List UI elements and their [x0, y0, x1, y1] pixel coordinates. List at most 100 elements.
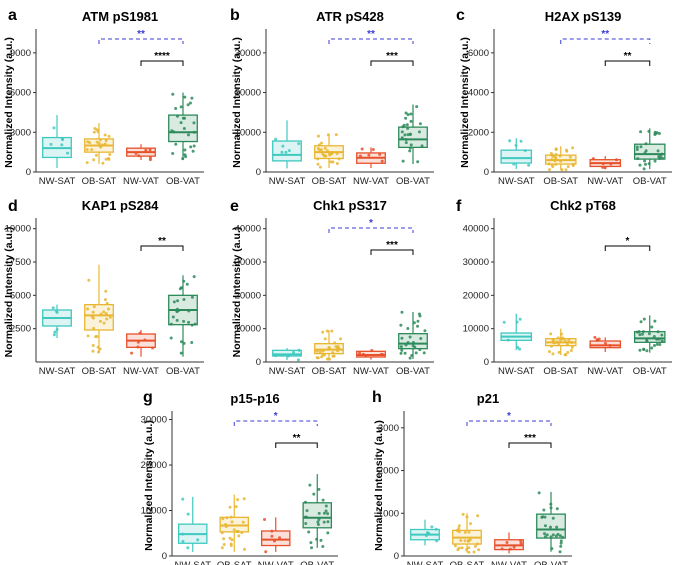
- bracket-line: [370, 249, 414, 255]
- bracket-line: [98, 38, 184, 44]
- data-point: [172, 300, 176, 304]
- y-tick-label: 2500: [10, 324, 31, 335]
- data-point: [418, 122, 422, 126]
- y-tick-label: 20000: [463, 290, 489, 301]
- data-point: [187, 320, 191, 324]
- data-point: [463, 530, 467, 534]
- data-point: [105, 317, 109, 321]
- data-point: [652, 335, 656, 339]
- data-point: [412, 321, 416, 325]
- data-point: [557, 350, 561, 354]
- data-point: [326, 531, 330, 535]
- data-point: [403, 133, 407, 137]
- data-point: [186, 103, 190, 107]
- panel-title: Chk1 pS317: [313, 198, 387, 213]
- data-point: [263, 518, 267, 522]
- data-point: [192, 275, 196, 279]
- data-point: [650, 325, 654, 329]
- data-point: [318, 165, 322, 169]
- data-point: [297, 142, 301, 146]
- data-point: [280, 150, 284, 154]
- data-point: [403, 351, 407, 355]
- bracket-line: [275, 442, 318, 448]
- data-point: [653, 159, 657, 163]
- data-point: [408, 149, 412, 153]
- data-point: [379, 352, 383, 356]
- bracket-line: [604, 245, 651, 251]
- box-nw-vat: [356, 349, 386, 360]
- box-ob-vat: [633, 315, 666, 353]
- data-point: [650, 346, 654, 350]
- x-tick-label: OB-VAT: [166, 366, 200, 377]
- data-point: [642, 347, 646, 351]
- panel-letter: h: [372, 389, 382, 406]
- data-point: [95, 334, 99, 338]
- y-tick-label: 10000: [141, 506, 167, 517]
- data-point: [61, 138, 65, 142]
- data-point: [548, 525, 552, 529]
- data-point: [91, 316, 95, 320]
- y-axis-label: Normalized Intensity (a.u.): [231, 227, 243, 358]
- data-point: [86, 140, 90, 144]
- data-point: [190, 295, 194, 299]
- x-tick-label: OB-SAT: [217, 560, 252, 565]
- data-point: [558, 534, 562, 538]
- data-point: [181, 497, 185, 501]
- data-point: [639, 145, 643, 149]
- y-tick-label: 2000: [468, 127, 489, 138]
- data-point: [316, 520, 320, 524]
- data-point: [95, 128, 99, 132]
- data-point: [104, 289, 108, 293]
- data-point: [179, 105, 183, 109]
- significance-bracket: **: [275, 433, 318, 448]
- x-tick-label: NW-VAT: [123, 176, 159, 187]
- data-point: [473, 544, 477, 548]
- data-point: [174, 106, 178, 110]
- data-point: [506, 338, 510, 342]
- panel-f: f Chk2 pT68 0 10000 20000 30000 40000 NW-SAT OB-…: [456, 198, 672, 377]
- data-point: [138, 331, 142, 335]
- data-point: [102, 310, 106, 314]
- data-point: [148, 148, 152, 152]
- bracket-line: [560, 38, 651, 44]
- data-point: [52, 333, 56, 337]
- data-point: [417, 312, 421, 316]
- data-point: [186, 133, 190, 137]
- data-point: [281, 144, 285, 148]
- data-point: [330, 152, 334, 156]
- x-tick-label: OB-VAT: [534, 560, 568, 565]
- data-point: [334, 133, 338, 137]
- box-nw-vat: [126, 330, 156, 357]
- significance-bracket: ***: [508, 433, 552, 448]
- data-point: [324, 504, 328, 508]
- y-tick-label: 10000: [463, 324, 489, 335]
- data-point: [191, 149, 195, 153]
- y-axis-label: Normalized Intensity (a.u.): [459, 37, 471, 168]
- panel-letter: e: [230, 198, 239, 215]
- data-point: [274, 354, 278, 358]
- bracket-line: [466, 420, 552, 426]
- data-point: [561, 336, 565, 340]
- data-point: [542, 508, 546, 512]
- y-tick-label: 3000: [10, 127, 31, 138]
- data-point: [404, 343, 408, 347]
- data-point: [98, 138, 102, 142]
- x-tick-label: OB-VAT: [633, 366, 667, 377]
- bracket-line: [328, 38, 414, 44]
- data-point: [183, 95, 187, 99]
- data-point: [463, 539, 467, 543]
- y-tick-label: 7500: [10, 257, 31, 268]
- data-point: [553, 159, 557, 163]
- data-point: [472, 550, 476, 554]
- data-point: [523, 149, 527, 153]
- data-point: [310, 546, 314, 550]
- data-point: [404, 111, 408, 115]
- data-point: [105, 301, 109, 305]
- data-point: [566, 351, 570, 355]
- data-point: [457, 546, 461, 550]
- data-point: [101, 161, 105, 165]
- data-point: [636, 157, 640, 161]
- data-point: [322, 511, 326, 515]
- data-point: [304, 521, 308, 525]
- bracket-line: [604, 60, 651, 66]
